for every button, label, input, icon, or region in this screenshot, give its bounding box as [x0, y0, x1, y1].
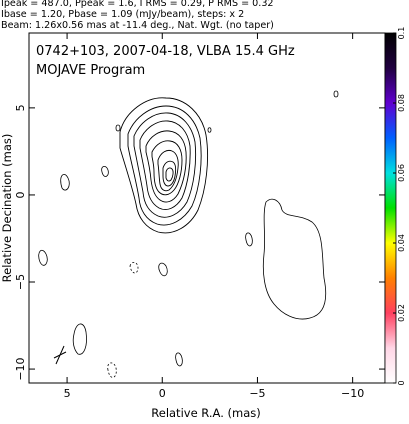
y-tick-label: 0 — [14, 191, 27, 198]
contour-level-4 — [139, 120, 191, 210]
chart-subtitle: MOJAVE Program — [36, 63, 145, 78]
colorbar-tick-label: 0.02 — [397, 304, 406, 322]
center-south-contour — [158, 262, 168, 277]
outer-contours — [38, 90, 339, 378]
contour-level-7 — [157, 149, 179, 192]
contour-level-6 — [151, 140, 183, 196]
y-axis-ticks: 5 0 −5 −10 — [14, 104, 385, 381]
x-axis-ticks: 5 0 −5 −10 — [64, 33, 364, 400]
east-tiny-contour — [115, 124, 121, 132]
contour-level-9 — [165, 167, 174, 182]
southeast-blob-contour — [38, 249, 48, 266]
x-tick-label: 0 — [159, 387, 166, 400]
west-tiny-contour — [245, 232, 253, 247]
y-tick-label: −10 — [14, 357, 27, 380]
contour-level-5 — [145, 130, 187, 203]
x-tick-label: −10 — [341, 387, 364, 400]
east-blob-contour — [60, 174, 70, 191]
colorbar-tick-label: 0 — [397, 380, 406, 385]
header-line-1: Ipeak = 487.0, Ppeak = 1.6, I RMS = 0.29… — [1, 0, 274, 9]
jet-contours — [119, 97, 208, 234]
contour-level-2 — [127, 105, 202, 226]
contour-level-1 — [119, 97, 208, 234]
header-line-3: Beam: 1.26x0.56 mas at -11.4 deg., Nat. … — [1, 20, 274, 31]
plot-frame — [28, 32, 386, 384]
contour-level-3 — [133, 112, 197, 218]
x-tick-label: −5 — [249, 387, 265, 400]
chart-title: 0742+103, 2007-04-18, VLBA 15.4 GHz — [36, 44, 295, 59]
south-small-contour — [175, 352, 183, 367]
beam-marker — [53, 345, 67, 365]
x-axis-label: Relative R.A. (mas) — [151, 406, 260, 420]
colorbar-tick-label: 0.08 — [397, 94, 406, 112]
west-lobe-contour — [262, 198, 327, 320]
colorbar-tick-label: 0.06 — [397, 164, 406, 182]
y-tick-label: 5 — [14, 104, 27, 111]
east-small-contour — [101, 166, 109, 177]
south-blob-contour — [72, 323, 87, 355]
colorbar-tick-label: 0.04 — [397, 234, 406, 252]
y-tick-label: −5 — [14, 274, 27, 290]
north-small-contour — [333, 90, 339, 98]
x-tick-label: 5 — [64, 387, 71, 400]
y-axis-label: Relative Decination (mas) — [0, 134, 14, 283]
colorbar-tick-label: 0.1 — [397, 27, 406, 40]
dashed-south-contour — [107, 362, 117, 378]
colorbar-ticks: 0 0.02 0.04 0.06 0.08 0.1 — [393, 27, 406, 386]
northwest-dot-contour — [207, 127, 212, 133]
contour-level-8 — [162, 160, 177, 187]
colorbar — [384, 32, 397, 384]
header-line-2: Ibase = 1.20, Pbase = 1.09 (mJy/beam), s… — [1, 9, 245, 20]
dashed-small-contour — [129, 262, 139, 274]
